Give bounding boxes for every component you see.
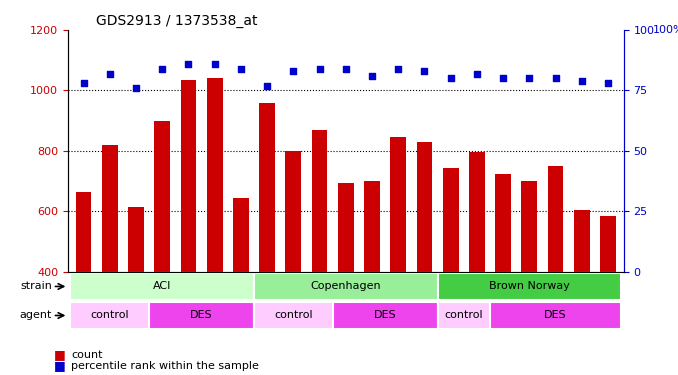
Bar	[233, 198, 249, 272]
Text: ■: ■	[54, 359, 66, 372]
Bar	[548, 166, 563, 272]
Text: strain: strain	[20, 282, 52, 291]
Bar	[259, 103, 275, 272]
Point	[603, 80, 614, 86]
Text: Copenhagen: Copenhagen	[311, 282, 381, 291]
FancyBboxPatch shape	[437, 273, 621, 300]
Bar	[600, 216, 616, 272]
Text: GDS2913 / 1373538_at: GDS2913 / 1373538_at	[96, 13, 257, 28]
Bar	[416, 142, 433, 272]
Point	[550, 75, 561, 81]
Bar	[574, 210, 590, 272]
Text: Brown Norway: Brown Norway	[489, 282, 570, 291]
Point	[445, 75, 456, 81]
Point	[340, 66, 351, 72]
Point	[131, 85, 142, 91]
Y-axis label: 100%: 100%	[652, 25, 678, 35]
Point	[104, 70, 115, 76]
FancyBboxPatch shape	[254, 302, 333, 328]
Point	[419, 68, 430, 74]
Point	[183, 61, 194, 67]
Bar	[391, 137, 406, 272]
Text: ■: ■	[54, 348, 66, 361]
Point	[367, 73, 378, 79]
Text: agent: agent	[20, 310, 52, 321]
Text: DES: DES	[374, 310, 397, 321]
Point	[157, 66, 167, 72]
Text: count: count	[71, 350, 102, 360]
Bar	[102, 145, 117, 272]
Bar	[207, 78, 222, 272]
Point	[235, 66, 246, 72]
Bar	[495, 174, 511, 272]
Text: DES: DES	[544, 310, 567, 321]
Point	[78, 80, 89, 86]
FancyBboxPatch shape	[71, 302, 149, 328]
FancyBboxPatch shape	[254, 273, 437, 300]
Point	[262, 82, 273, 88]
Point	[576, 78, 587, 84]
FancyBboxPatch shape	[437, 302, 490, 328]
FancyBboxPatch shape	[71, 273, 254, 300]
Bar	[285, 151, 301, 272]
Text: control: control	[90, 310, 129, 321]
Point	[498, 75, 508, 81]
Point	[288, 68, 299, 74]
Text: percentile rank within the sample: percentile rank within the sample	[71, 362, 259, 371]
Bar	[338, 183, 354, 272]
Bar	[469, 153, 485, 272]
Point	[471, 70, 482, 76]
Bar	[521, 181, 537, 272]
Point	[314, 66, 325, 72]
Bar	[155, 121, 170, 272]
FancyBboxPatch shape	[149, 302, 254, 328]
Bar	[312, 130, 327, 272]
Point	[210, 61, 220, 67]
Bar	[180, 80, 197, 272]
FancyBboxPatch shape	[490, 302, 621, 328]
Bar	[76, 192, 92, 272]
Bar	[364, 181, 380, 272]
FancyBboxPatch shape	[333, 302, 437, 328]
Text: DES: DES	[191, 310, 213, 321]
Point	[524, 75, 535, 81]
Point	[393, 66, 403, 72]
Bar	[128, 207, 144, 272]
Text: control: control	[274, 310, 313, 321]
Bar	[443, 168, 458, 272]
Text: ACI: ACI	[153, 282, 172, 291]
Text: control: control	[445, 310, 483, 321]
